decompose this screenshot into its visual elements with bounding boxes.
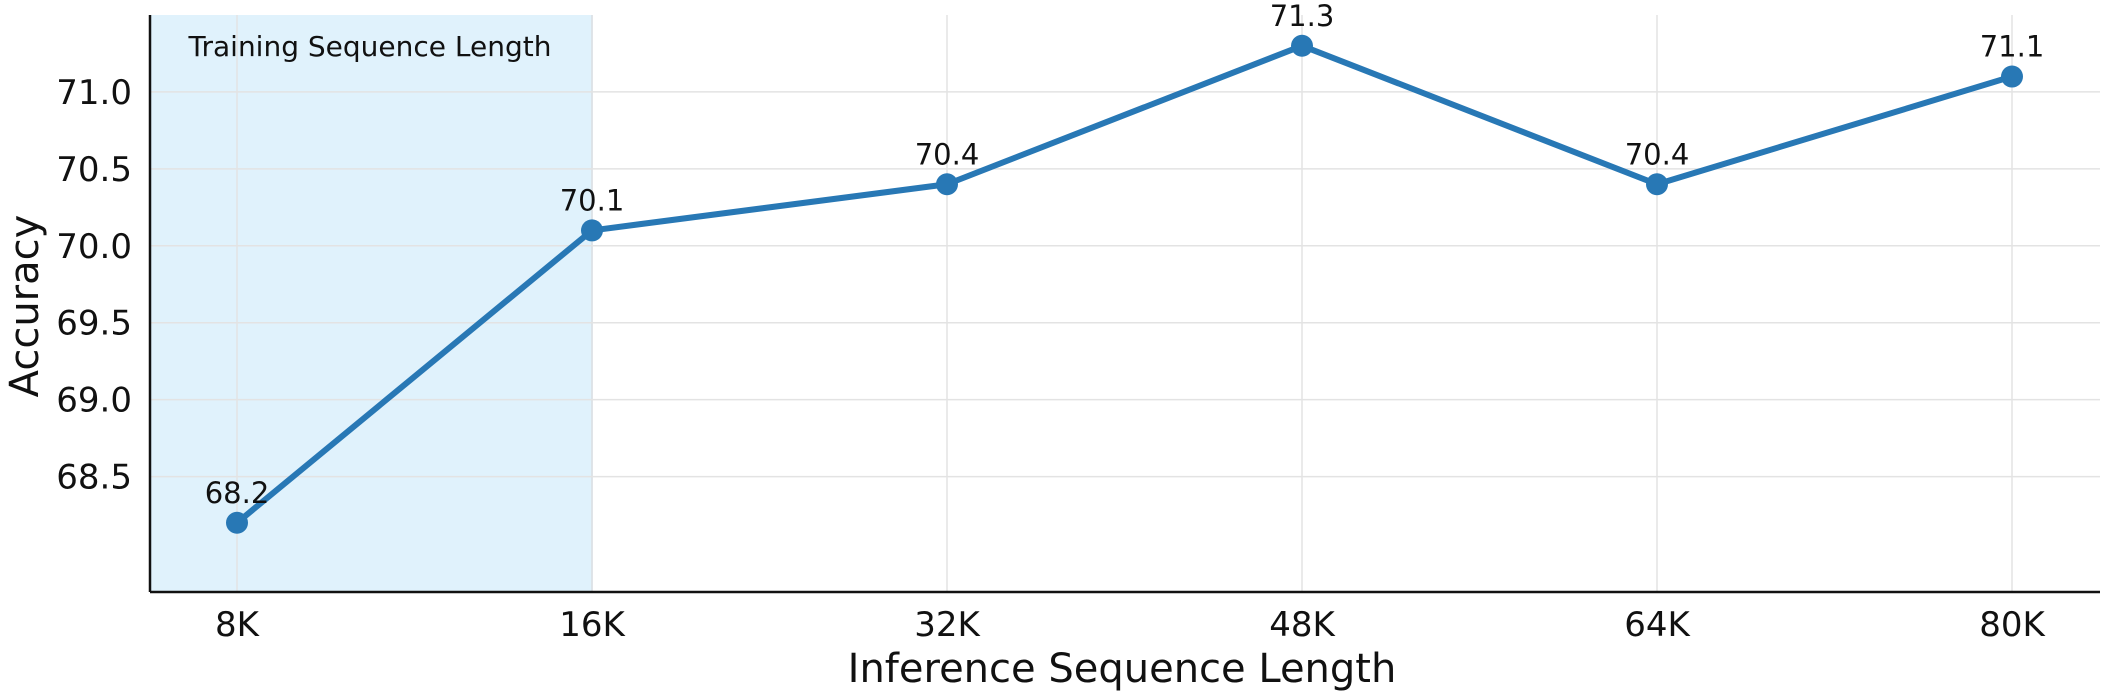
data-label: 70.4 bbox=[1625, 137, 1690, 171]
x-tick-label: 80K bbox=[1979, 605, 2046, 645]
data-point bbox=[936, 173, 958, 196]
training-region-label: Training Sequence Length bbox=[188, 30, 552, 63]
data-point bbox=[1646, 173, 1668, 196]
data-label: 70.1 bbox=[560, 183, 625, 217]
data-point bbox=[581, 219, 603, 242]
y-tick-label: 70.0 bbox=[56, 227, 132, 267]
y-tick-label: 68.5 bbox=[56, 458, 132, 498]
training-region-band bbox=[150, 15, 592, 592]
y-tick-label: 69.0 bbox=[56, 381, 132, 421]
y-tick-label: 70.5 bbox=[56, 150, 132, 190]
data-point bbox=[1291, 34, 1313, 57]
x-tick-label: 16K bbox=[559, 605, 626, 645]
x-tick-label: 32K bbox=[914, 605, 981, 645]
data-label: 70.4 bbox=[915, 137, 980, 171]
accuracy-series-line bbox=[234, 42, 2015, 526]
data-label: 71.1 bbox=[1980, 30, 2045, 64]
x-tick-label: 64K bbox=[1624, 605, 1691, 645]
x-tick-label: 8K bbox=[215, 605, 261, 645]
data-point bbox=[2001, 65, 2023, 88]
data-point bbox=[226, 511, 248, 534]
data-label: 68.2 bbox=[205, 476, 270, 510]
y-tick-label: 69.5 bbox=[56, 304, 132, 344]
x-tick-label: 48K bbox=[1269, 605, 1336, 645]
y-tick-label: 71.0 bbox=[56, 73, 132, 113]
data-label: 71.3 bbox=[1270, 0, 1335, 33]
x-axis-title: Inference Sequence Length bbox=[848, 646, 1397, 692]
y-axis-title: Accuracy bbox=[2, 215, 48, 398]
